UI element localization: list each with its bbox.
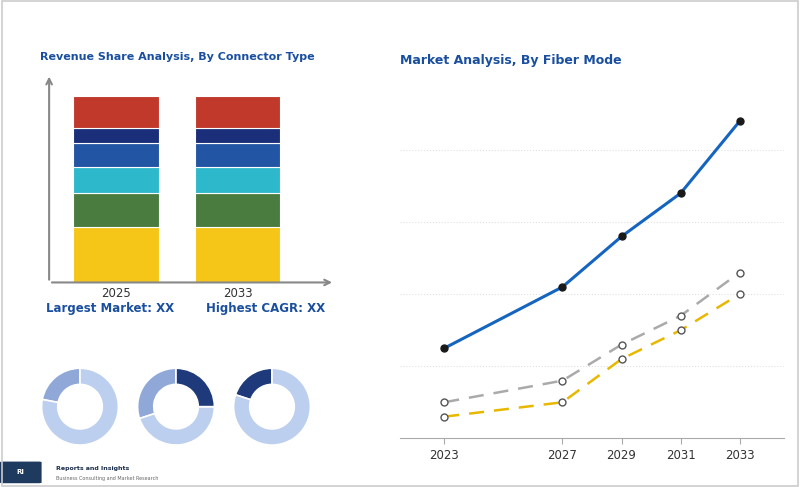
Bar [195,143,280,167]
Wedge shape [42,368,118,445]
Text: RI: RI [17,469,25,475]
Text: Highest CAGR: XX: Highest CAGR: XX [206,302,326,315]
Bar [74,143,158,167]
Wedge shape [176,368,214,407]
Bar [74,226,158,282]
Bar [195,128,280,143]
FancyBboxPatch shape [0,462,42,483]
Wedge shape [139,407,214,445]
Text: Reports and Insights: Reports and Insights [56,466,130,470]
Text: Market Analysis, By Fiber Mode: Market Analysis, By Fiber Mode [400,54,622,67]
Wedge shape [234,368,310,445]
Bar [74,128,158,143]
Bar [74,96,158,128]
Text: GLOBAL FIBER OPTIC CONNECTOR MARKET SEGMENT ANALYSIS: GLOBAL FIBER OPTIC CONNECTOR MARKET SEGM… [12,26,486,38]
Bar [195,193,280,226]
Bar [195,167,280,193]
Bar [195,96,280,128]
Bar [74,193,158,226]
Text: Revenue Share Analysis, By Connector Type: Revenue Share Analysis, By Connector Typ… [40,52,314,62]
Bar [74,167,158,193]
Wedge shape [138,368,176,418]
Wedge shape [42,368,80,402]
Bar [195,226,280,282]
Wedge shape [235,368,272,400]
Text: Largest Market: XX: Largest Market: XX [46,302,174,315]
Text: Business Consulting and Market Research: Business Consulting and Market Research [56,476,158,481]
